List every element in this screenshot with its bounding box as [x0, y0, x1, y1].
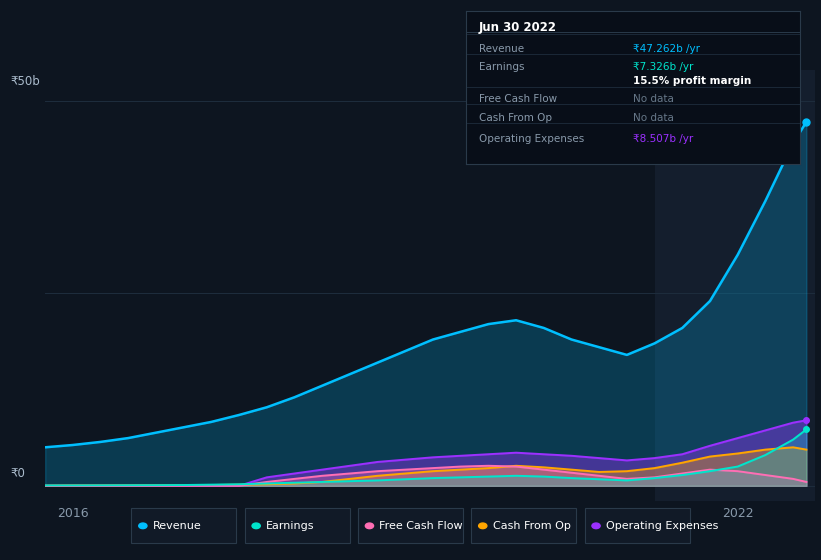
Text: 15.5% profit margin: 15.5% profit margin: [633, 76, 751, 86]
Text: ₹47.262b /yr: ₹47.262b /yr: [633, 44, 700, 54]
Text: ₹0: ₹0: [11, 466, 25, 480]
Text: No data: No data: [633, 113, 674, 123]
Text: Earnings: Earnings: [479, 62, 525, 72]
Text: Free Cash Flow: Free Cash Flow: [479, 94, 557, 104]
Text: ₹50b: ₹50b: [11, 74, 40, 88]
Text: Free Cash Flow: Free Cash Flow: [379, 521, 463, 531]
Text: No data: No data: [633, 94, 674, 104]
Text: Operating Expenses: Operating Expenses: [479, 134, 585, 144]
Text: Revenue: Revenue: [153, 521, 201, 531]
Text: Cash From Op: Cash From Op: [493, 521, 571, 531]
Text: Jun 30 2022: Jun 30 2022: [479, 21, 557, 34]
Text: Cash From Op: Cash From Op: [479, 113, 552, 123]
Text: Operating Expenses: Operating Expenses: [606, 521, 718, 531]
Text: Revenue: Revenue: [479, 44, 524, 54]
Text: ₹8.507b /yr: ₹8.507b /yr: [633, 134, 693, 144]
Text: Earnings: Earnings: [266, 521, 314, 531]
Bar: [654, 70, 815, 501]
Text: ₹7.326b /yr: ₹7.326b /yr: [633, 62, 694, 72]
